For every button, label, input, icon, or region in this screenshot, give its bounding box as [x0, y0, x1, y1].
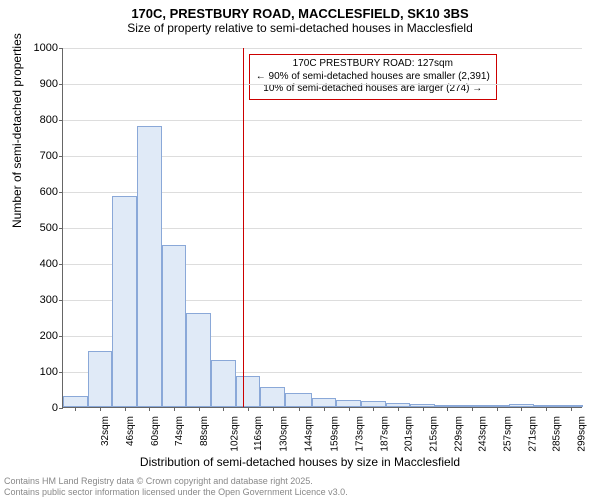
plot-area: 170C PRESTBURY ROAD: 127sqm ← 90% of sem…: [62, 48, 582, 408]
xtick-label: 32sqm: [100, 416, 111, 446]
xtick-label: 116sqm: [253, 416, 264, 451]
xtick-label: 243sqm: [478, 416, 489, 452]
xtick-label: 257sqm: [503, 416, 514, 452]
xtick-mark: [472, 407, 473, 411]
histogram-bar: [312, 398, 337, 407]
xtick-label: 285sqm: [552, 416, 563, 452]
ytick-mark: [59, 120, 63, 121]
xtick-mark: [571, 407, 572, 411]
xtick-label: 201sqm: [404, 416, 415, 452]
annotation-line2: ← 90% of semi-detached houses are smalle…: [256, 71, 490, 84]
ytick-label: 300: [40, 294, 58, 306]
xtick-mark: [223, 407, 224, 411]
y-axis-label: Number of semi-detached properties: [10, 33, 24, 228]
xtick-mark: [349, 407, 350, 411]
histogram-bar: [112, 196, 137, 407]
histogram-bar: [260, 387, 285, 407]
xtick-label: 74sqm: [174, 416, 185, 446]
histogram-bar: [63, 396, 88, 407]
ytick-mark: [59, 300, 63, 301]
ytick-mark: [59, 372, 63, 373]
gridline: [63, 84, 582, 85]
xtick-mark: [248, 407, 249, 411]
histogram-bar: [162, 245, 187, 407]
ytick-mark: [59, 408, 63, 409]
xtick-mark: [100, 407, 101, 411]
xtick-mark: [497, 407, 498, 411]
ytick-label: 700: [40, 150, 58, 162]
ytick-label: 800: [40, 114, 58, 126]
ytick-label: 400: [40, 258, 58, 270]
histogram-bar: [186, 313, 211, 407]
xtick-mark: [273, 407, 274, 411]
x-axis-label: Distribution of semi-detached houses by …: [0, 455, 600, 469]
histogram-bar: [211, 360, 236, 407]
xtick-mark: [199, 407, 200, 411]
chart-subtitle: Size of property relative to semi-detach…: [0, 21, 600, 35]
title-block: 170C, PRESTBURY ROAD, MACCLESFIELD, SK10…: [0, 0, 600, 35]
xtick-mark: [174, 407, 175, 411]
xtick-label: 215sqm: [428, 416, 439, 452]
xtick-mark: [398, 407, 399, 411]
xtick-label: 88sqm: [199, 416, 210, 446]
xtick-label: 102sqm: [229, 416, 240, 452]
histogram-bar: [236, 376, 261, 407]
ytick-label: 0: [52, 402, 58, 414]
histogram-bar: [336, 400, 361, 407]
ytick-mark: [59, 156, 63, 157]
xtick-label: 229sqm: [453, 416, 464, 452]
footer-line2: Contains public sector information licen…: [4, 487, 348, 498]
ytick-label: 200: [40, 330, 58, 342]
xtick-label: 46sqm: [125, 416, 136, 446]
xtick-mark: [423, 407, 424, 411]
ytick-mark: [59, 84, 63, 85]
xtick-label: 299sqm: [577, 416, 588, 452]
xtick-label: 60sqm: [150, 416, 161, 446]
gridline: [63, 120, 582, 121]
xtick-label: 173sqm: [354, 416, 365, 452]
histogram-bar: [88, 351, 113, 407]
xtick-label: 187sqm: [379, 416, 390, 452]
footer-line1: Contains HM Land Registry data © Crown c…: [4, 476, 348, 487]
ytick-mark: [59, 192, 63, 193]
footer-attribution: Contains HM Land Registry data © Crown c…: [4, 476, 348, 498]
ytick-label: 100: [40, 366, 58, 378]
xtick-mark: [299, 407, 300, 411]
ytick-mark: [59, 336, 63, 337]
ytick-mark: [59, 228, 63, 229]
ytick-label: 900: [40, 78, 58, 90]
xtick-label: 130sqm: [279, 416, 290, 452]
marker-line: [243, 48, 244, 407]
annotation-box: 170C PRESTBURY ROAD: 127sqm ← 90% of sem…: [249, 54, 497, 100]
xtick-mark: [373, 407, 374, 411]
ytick-label: 1000: [34, 42, 58, 54]
ytick-mark: [59, 264, 63, 265]
histogram-bar: [285, 393, 311, 407]
xtick-label: 144sqm: [303, 416, 314, 452]
ytick-label: 500: [40, 222, 58, 234]
ytick-label: 600: [40, 186, 58, 198]
annotation-line1: 170C PRESTBURY ROAD: 127sqm: [256, 58, 490, 71]
xtick-label: 159sqm: [330, 416, 341, 452]
xtick-mark: [324, 407, 325, 411]
xtick-mark: [125, 407, 126, 411]
xtick-mark: [521, 407, 522, 411]
chart-title: 170C, PRESTBURY ROAD, MACCLESFIELD, SK10…: [0, 6, 600, 21]
histogram-bar: [137, 126, 162, 407]
xtick-label: 271sqm: [527, 416, 538, 452]
xtick-mark: [447, 407, 448, 411]
xtick-mark: [75, 407, 76, 411]
ytick-mark: [59, 48, 63, 49]
xtick-mark: [149, 407, 150, 411]
gridline: [63, 48, 582, 49]
xtick-mark: [546, 407, 547, 411]
